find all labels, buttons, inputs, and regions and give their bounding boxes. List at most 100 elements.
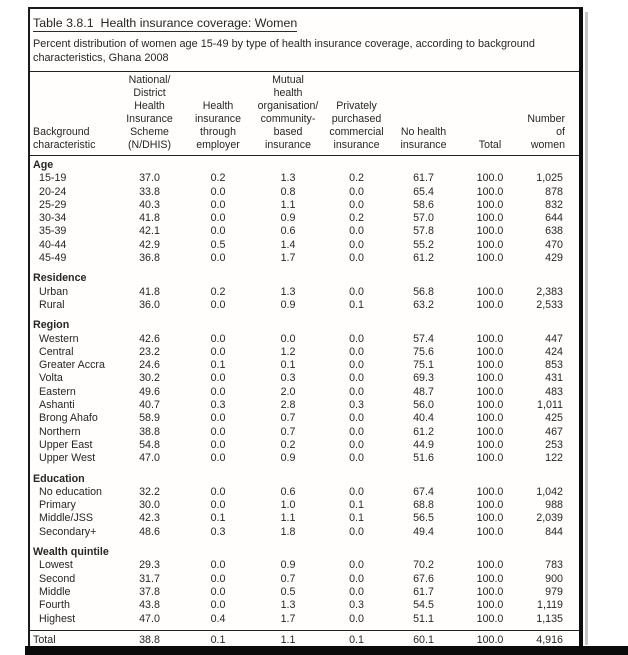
table-row: 25-29 40.3 0.0 1.1 0.0 58.6 100.0 832: [30, 199, 579, 212]
table-row: 20-24 33.8 0.0 0.8 0.0 65.4 100.0 878: [30, 186, 579, 199]
row-label: 40-44: [39, 238, 67, 251]
row-label: Fourth: [39, 599, 70, 612]
data-cell: 100.0: [476, 499, 504, 512]
data-cell: 49.4: [413, 525, 434, 538]
total-row: Total 38.8 0.1 1.1 0.1 60.1 100.0 4,916: [30, 630, 579, 650]
data-cell: 100.0: [476, 485, 504, 498]
data-cell: 0.7: [280, 572, 296, 585]
data-cell: 100.0: [476, 225, 504, 238]
page-frame: Table 3.8.1 Health insurance coverage: W…: [28, 7, 583, 652]
row-label: Northern: [39, 425, 81, 438]
table-row: Northern 38.8 0.0 0.7 0.0 61.2 100.0 467: [30, 426, 579, 439]
data-cell: 979: [545, 585, 563, 598]
data-cell: 0.0: [349, 559, 364, 572]
data-cell: 1.0: [280, 499, 296, 512]
table-row: 15-19 37.0 0.2 1.3 0.2 61.7 100.0 1,025: [30, 172, 579, 185]
data-cell: 0.0: [349, 572, 364, 585]
data-cell: 0.3: [349, 599, 364, 612]
table-section: Residence Urban 41.8 0.2 1.3 0.0 56.8 100.0 2,38…: [30, 265, 579, 312]
row-label: Secondary+: [39, 525, 97, 538]
data-cell: 41.8: [139, 212, 160, 225]
data-cell: 0.1: [349, 512, 364, 525]
data-cell: 470: [545, 238, 563, 251]
data-cell: 0.3: [349, 399, 364, 412]
row-label: Rural: [39, 298, 65, 311]
data-cell: 0.3: [210, 399, 226, 412]
data-cell: 29.3: [139, 559, 160, 572]
table-row: No education 32.2 0.0 0.6 0.0 67.4 100.0 1,042: [30, 486, 579, 499]
data-cell: 1,119: [537, 599, 563, 612]
data-cell: 1.4: [280, 238, 296, 251]
table-section: Age 15-19 37.0 0.2 1.3 0.2 61.7 100.0 1,025 20-24…: [30, 156, 579, 266]
data-cell: 54.8: [139, 438, 160, 451]
row-label: Brong Ahafo: [39, 412, 98, 425]
data-cell: 51.6: [413, 452, 434, 465]
data-cell: 40.3: [139, 198, 160, 211]
data-cell: 33.8: [139, 185, 160, 198]
data-cell: 56.0: [413, 399, 434, 412]
data-cell: 0.1: [349, 298, 364, 311]
data-cell: 1.1: [280, 633, 296, 646]
data-cell: 36.0: [139, 298, 160, 311]
data-cell: 0.0: [210, 412, 226, 425]
data-cell: 44.9: [413, 438, 434, 451]
data-cell: 0.0: [349, 238, 364, 251]
data-cell: 1,042: [536, 485, 563, 498]
data-cell: 0.0: [349, 438, 364, 451]
data-cell: 63.2: [413, 298, 434, 311]
data-cell: 100.0: [476, 238, 504, 251]
row-label: Primary: [39, 499, 76, 512]
data-cell: 75.1: [413, 359, 434, 372]
data-cell: 42.6: [139, 332, 160, 345]
data-cell: 0.3: [210, 525, 226, 538]
data-cell: 2.8: [280, 399, 296, 412]
table-title-block: Table 3.8.1 Health insurance coverage: W…: [33, 14, 575, 32]
data-cell: 988: [545, 499, 563, 512]
column-header: No health insurance: [400, 126, 447, 151]
table-row: Fourth 43.8 0.0 1.3 0.3 54.5 100.0 1,119: [30, 599, 579, 612]
data-cell: 75.6: [413, 345, 434, 358]
data-cell: 57.4: [413, 332, 434, 345]
data-cell: 2,383: [536, 285, 563, 298]
row-label: Highest: [39, 612, 76, 625]
data-cell: 0.3: [280, 372, 296, 385]
data-cell: 100.0: [476, 425, 504, 438]
data-cell: 56.8: [413, 285, 434, 298]
table-subtitle: Percent distribution of women age 15-49 …: [33, 38, 535, 64]
section-label: Wealth quintile: [33, 546, 109, 559]
data-cell: 37.0: [139, 172, 160, 185]
data-cell: 0.1: [280, 359, 296, 372]
data-cell: 0.9: [280, 212, 296, 225]
data-cell: 32.2: [139, 485, 160, 498]
data-cell: 1.3: [280, 285, 296, 298]
table-row: Primary 30.0 0.0 1.0 0.1 68.8 100.0 988: [30, 499, 579, 512]
data-cell: 100.0: [476, 359, 504, 372]
data-cell: 1.7: [280, 612, 296, 625]
data-cell: 70.2: [413, 559, 434, 572]
column-header: Background characteristic: [33, 126, 96, 151]
data-cell: 0.0: [349, 332, 364, 345]
data-cell: 47.0: [139, 452, 160, 465]
data-cell: 100.0: [476, 372, 504, 385]
row-label: Middle: [39, 585, 71, 598]
data-cell: 0.0: [349, 285, 364, 298]
table-row: Highest 47.0 0.4 1.7 0.0 51.1 100.0 1,135: [30, 613, 579, 631]
section-label-row: Education: [30, 466, 579, 486]
data-cell: 0.0: [349, 525, 364, 538]
row-label: 15-19: [39, 172, 67, 185]
data-cell: 0.0: [210, 345, 226, 358]
data-cell: 832: [545, 198, 563, 211]
data-cell: 56.5: [413, 512, 434, 525]
data-cell: 42.9: [139, 238, 160, 251]
row-label: 25-29: [39, 198, 67, 211]
data-cell: 0.0: [349, 585, 364, 598]
data-cell: 61.7: [413, 172, 434, 185]
data-cell: 57.8: [413, 225, 434, 238]
data-cell: 0.0: [210, 452, 226, 465]
data-cell: 425: [545, 412, 563, 425]
data-cell: 0.1: [210, 633, 226, 646]
data-cell: 0.0: [349, 485, 364, 498]
data-cell: 100.0: [476, 585, 504, 598]
data-cell: 0.0: [210, 425, 226, 438]
data-cell: 253: [545, 438, 563, 451]
